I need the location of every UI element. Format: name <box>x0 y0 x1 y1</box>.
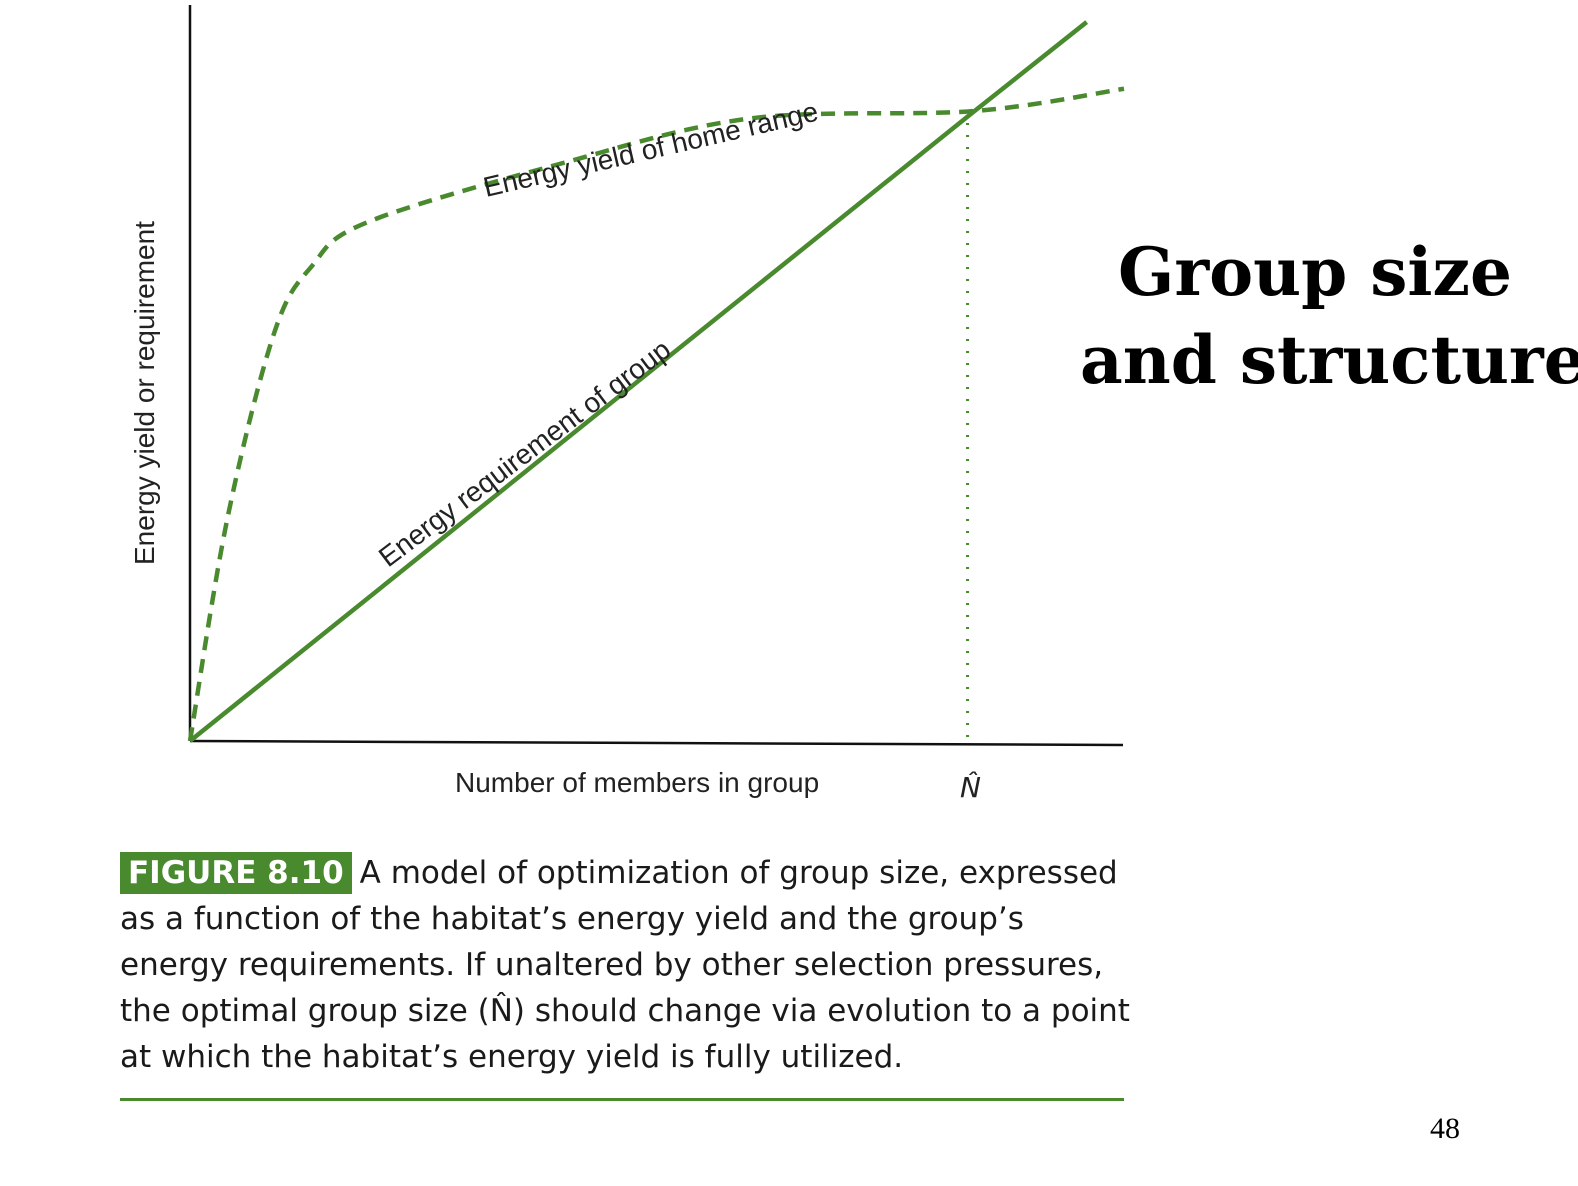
x-axis <box>189 739 1124 747</box>
slide-title-line-1: Group size <box>1118 233 1512 311</box>
caption-divider <box>120 1098 1124 1101</box>
caption-text: A model of optimization of group size, e… <box>120 855 1130 1075</box>
slide-title-line-2: and structure <box>1080 321 1578 399</box>
optimal-size-label: N̂ <box>960 771 981 804</box>
series-label-requirement: Energy requirement of group <box>373 334 676 573</box>
figure-caption: FIGURE 8.10 A model of optimization of gr… <box>120 850 1130 1080</box>
y-axis-label: Energy yield or requirement <box>129 221 160 565</box>
series-group <box>187 20 1125 743</box>
page-number: 48 <box>1430 1112 1460 1145</box>
figure-label: FIGURE 8.10 <box>120 852 352 894</box>
series-line-yield <box>187 86 1125 742</box>
series-label-yield: Energy yield of home range <box>480 96 821 203</box>
x-axis-label: Number of members in group <box>455 767 819 798</box>
series-line-requirement <box>188 20 1089 743</box>
slide-title: Group size and structure <box>1080 228 1578 404</box>
